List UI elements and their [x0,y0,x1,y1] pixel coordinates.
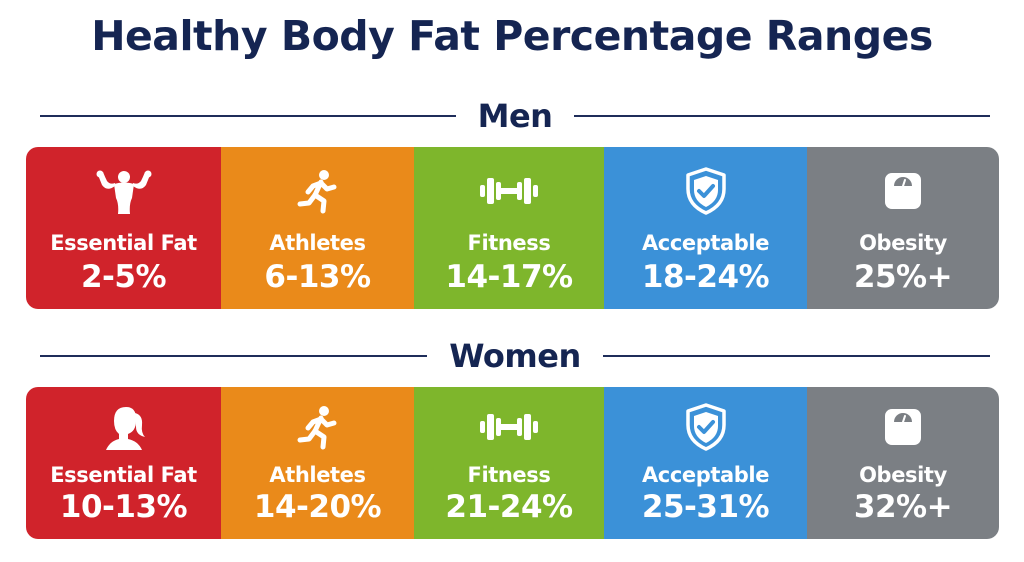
range-value: 6-13% [264,259,371,295]
men-section-label: Men [477,97,553,135]
range-label: Fitness [467,231,551,255]
page-title: Healthy Body Fat Percentage Ranges [91,12,933,60]
scale-icon [883,167,923,215]
range-value: 18-24% [641,259,770,295]
range-obesity: Obesity 25%+ [807,147,999,309]
range-value: 14-17% [445,259,573,295]
women-range-bar: Essential Fat 10-13% Athletes 14-20% Fitness… [26,387,999,539]
range-label: Acceptable [641,463,770,487]
dumbbell-icon [479,403,539,451]
range-essential: Essential Fat 2-5% [26,147,221,309]
range-label: Fitness [467,463,551,487]
running-person-icon [294,403,342,451]
range-athletes: Athletes 6-13% [221,147,414,309]
range-athletes: Athletes 14-20% [221,387,414,539]
scale-icon [883,403,923,451]
shield-check-icon [685,403,727,451]
dumbbell-icon [479,167,539,215]
range-value: 25-31% [641,489,770,525]
woman-head-icon [102,403,146,451]
divider-right [602,355,990,357]
range-label: Essential Fat [50,463,197,487]
divider-right [574,115,991,117]
range-value: 21-24% [445,489,573,525]
range-fitness: Fitness 14-17% [414,147,604,309]
divider-left [40,355,428,357]
women-section-label: Women [449,337,581,375]
range-label: Obesity [859,463,947,487]
running-person-icon [294,167,342,215]
men-section-header: Men [40,94,991,138]
range-value: 2-5% [80,259,167,295]
range-value: 10-13% [59,489,188,525]
range-acceptable: Acceptable 18-24% [604,147,807,309]
range-value: 32%+ [853,489,953,525]
shield-check-icon [685,167,727,215]
range-acceptable: Acceptable 25-31% [604,387,807,539]
range-obesity: Obesity 32%+ [807,387,999,539]
range-label: Acceptable [641,231,770,255]
women-section-header: Women [40,334,990,378]
range-fitness: Fitness 21-24% [414,387,604,539]
range-label: Athletes [269,463,366,487]
range-label: Obesity [859,231,947,255]
range-label: Athletes [269,231,366,255]
men-range-bar: Essential Fat 2-5% Athletes 6-13% Fitness 14-… [26,147,999,309]
flexing-man-icon [95,167,153,215]
range-value: 14-20% [253,489,382,525]
divider-left [40,115,456,117]
range-essential: Essential Fat 10-13% [26,387,221,539]
range-value: 25%+ [853,259,953,295]
range-label: Essential Fat [50,231,197,255]
